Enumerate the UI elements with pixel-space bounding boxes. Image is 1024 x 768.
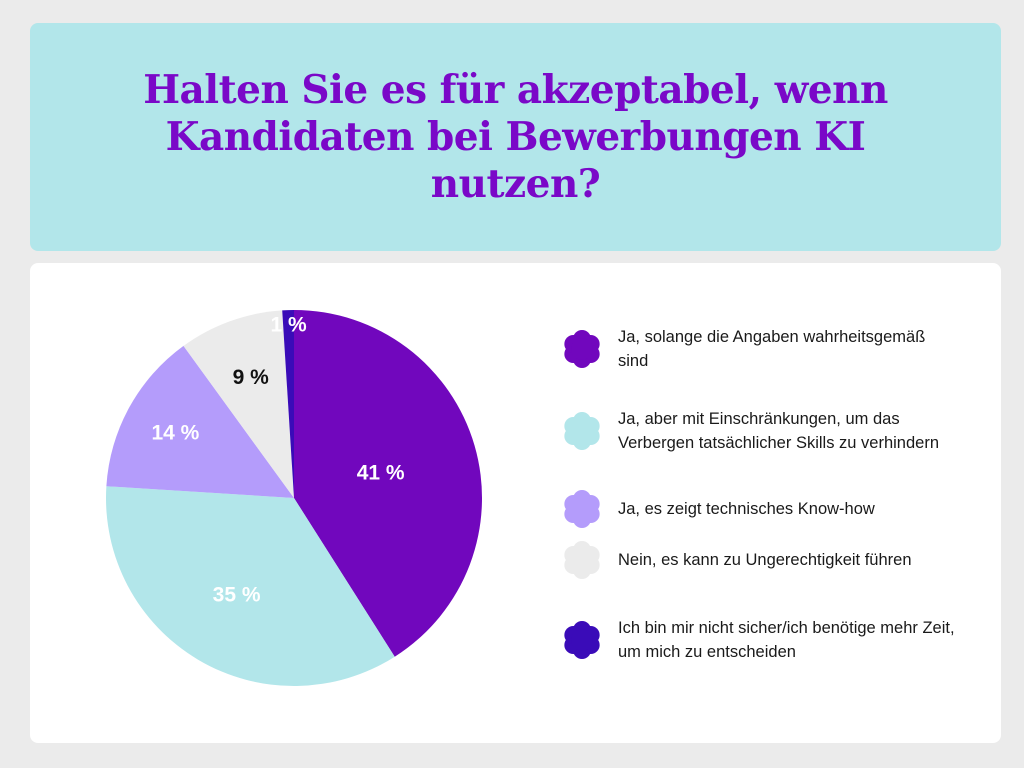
chart-panel: 41 % 35 % 14 % 9 % 1 % Ja, solange die Angab… <box>30 263 1001 743</box>
pie-chart: 41 % 35 % 14 % 9 % 1 % <box>105 310 482 686</box>
chart-title: Halten Sie es für akzeptabel, wenn Kandi… <box>143 66 888 207</box>
pie-slice <box>282 310 294 498</box>
legend-item: Ich bin mir nicht sicher/ich benötige me… <box>560 616 958 664</box>
title-banner: Halten Sie es für akzeptabel, wenn Kandi… <box>30 23 1001 251</box>
legend-label: Ja, solange die Angaben wahrheitsgemäß s… <box>618 328 926 370</box>
pie-slice <box>105 486 395 686</box>
chart-legend: Ja, solange die Angaben wahrheitsgemäß s… <box>560 263 990 743</box>
slice-value-label: 9 % <box>233 366 270 389</box>
flower-icon <box>564 330 600 368</box>
legend-item: Nein, es kann zu Ungerechtigkeit führen <box>560 538 958 582</box>
flower-icon <box>564 412 600 450</box>
flower-icon <box>564 541 600 579</box>
legend-item: Ja, aber mit Einschränkungen, um das Ver… <box>560 407 958 455</box>
legend-item: Ja, es zeigt technisches Know-how <box>560 487 958 531</box>
slice-value-label: 35 % <box>213 584 261 607</box>
legend-label: Ja, aber mit Einschränkungen, um das Ver… <box>618 410 940 452</box>
flower-icon <box>564 490 600 528</box>
legend-item: Ja, solange die Angaben wahrheitsgemäß s… <box>560 325 958 373</box>
slice-value-label: 41 % <box>357 461 405 484</box>
pie-slice <box>183 310 294 498</box>
legend-label: Nein, es kann zu Ungerechtigkeit führen <box>618 551 912 569</box>
slice-value-label: 14 % <box>151 421 199 444</box>
slice-value-label: 1 % <box>270 314 307 337</box>
legend-label: Ja, es zeigt technisches Know-how <box>618 500 875 518</box>
pie-slice <box>106 345 294 498</box>
legend-label: Ich bin mir nicht sicher/ich benötige me… <box>618 619 955 661</box>
pie-slice <box>294 310 482 657</box>
flower-icon <box>564 621 600 659</box>
